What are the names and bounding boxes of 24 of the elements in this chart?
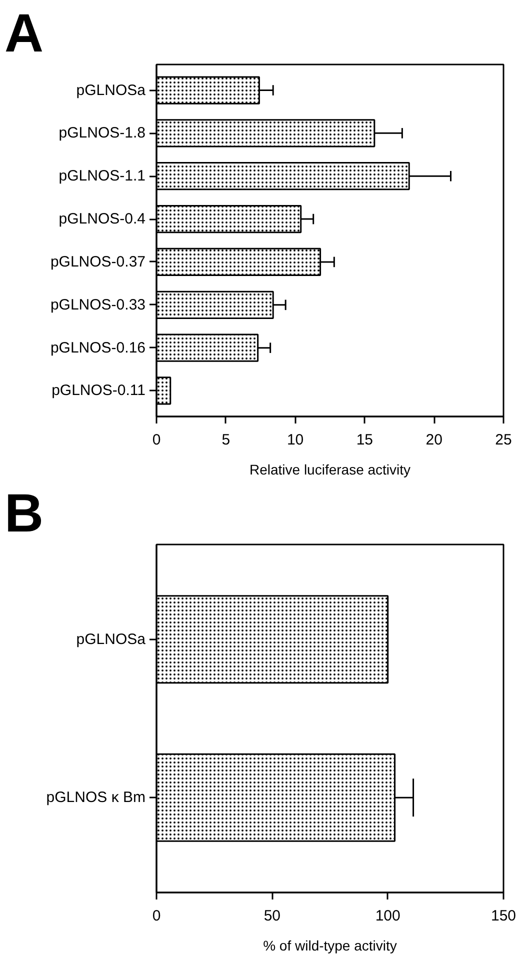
x-tick-label: 0: [152, 432, 161, 448]
x-tick-label: 20: [426, 432, 442, 448]
x-axis-title: Relative luciferase activity: [249, 462, 411, 478]
x-tick-label: 5: [222, 432, 230, 448]
y-tick-label: pGLNOS-0.4: [58, 210, 146, 228]
x-axis-title: % of wild-type activity: [263, 938, 397, 954]
chart-title: B: [4, 484, 44, 544]
y-tick-label: pGLNOS-0.11: [52, 382, 146, 400]
y-tick-label: pGLNOS κ Bm: [46, 789, 146, 806]
x-tick-label: 150: [490, 908, 516, 924]
y-tick-label: pGLNOS-1.8: [58, 124, 146, 142]
y-tick-label: pGLNOS-0.16: [50, 339, 146, 356]
y-tick-label: pGLNOS-1.1: [58, 168, 146, 185]
x-tick-label: 15: [356, 432, 374, 448]
x-tick-label: 10: [286, 432, 304, 448]
x-tick-label: 0: [152, 908, 161, 924]
y-tick-label: pGLNOSa: [76, 82, 146, 99]
y-tick-label: pGLNOSa: [76, 630, 146, 648]
y-tick-label: pGLNOS-0.37: [50, 253, 146, 270]
x-tick-label: 100: [375, 908, 400, 924]
y-tick-label: pGLNOS-0.33: [50, 296, 146, 314]
chart-title: A: [4, 4, 44, 64]
x-tick-label: 25: [495, 432, 512, 448]
x-tick-label: 50: [264, 908, 281, 924]
